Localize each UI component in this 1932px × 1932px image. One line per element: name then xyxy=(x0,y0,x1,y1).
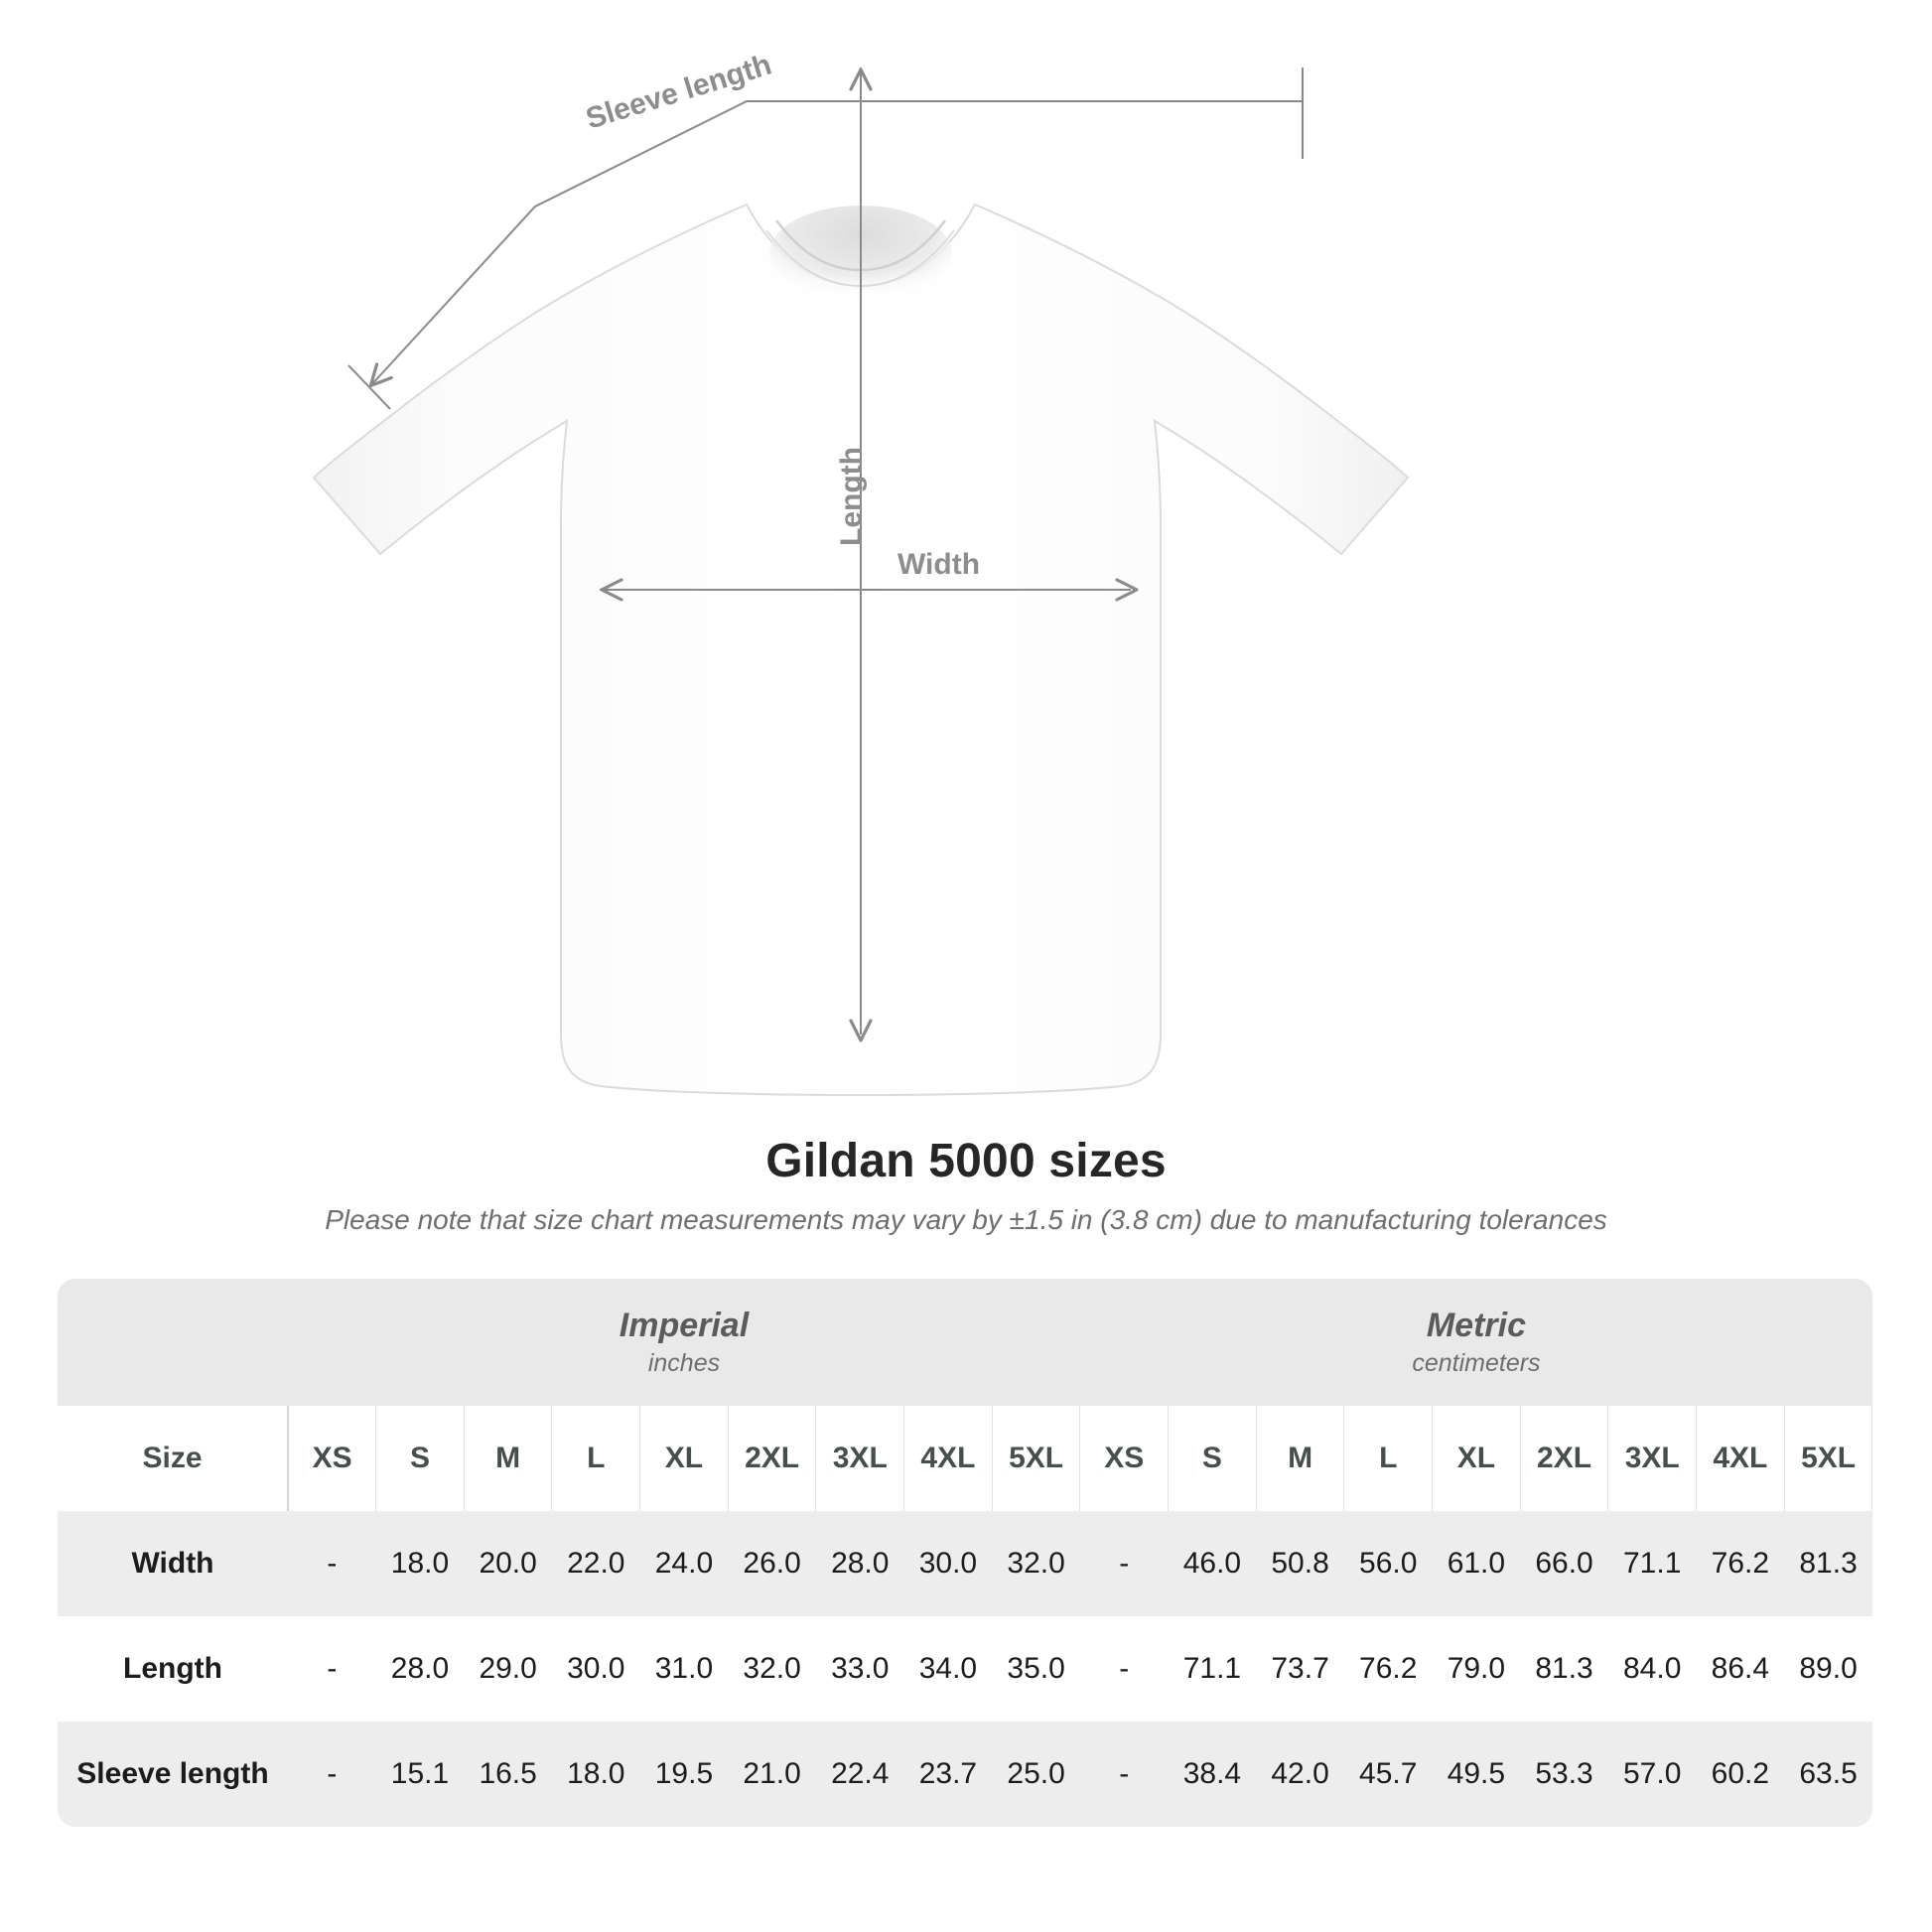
svg-text:Sleeve length: Sleeve length xyxy=(582,49,775,136)
svg-text:Length: Length xyxy=(835,447,868,546)
svg-text:Width: Width xyxy=(897,548,980,581)
